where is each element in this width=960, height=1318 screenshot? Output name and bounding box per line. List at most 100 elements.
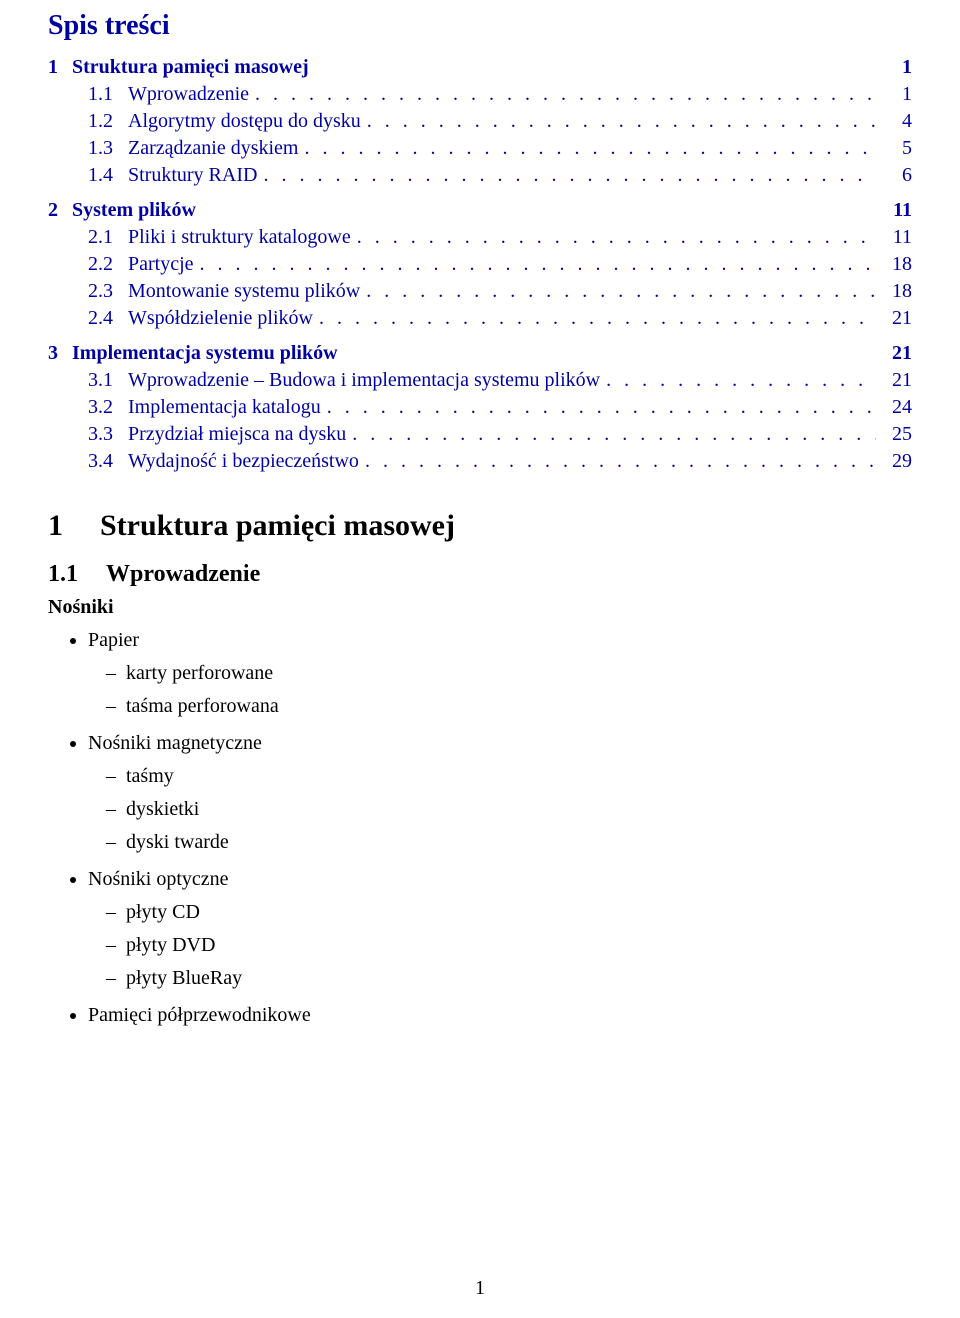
toc-leader-dots: . . . . . . . . . . . . . . . . . . . . … bbox=[200, 253, 876, 276]
toc-section-row[interactable]: 3Implementacja systemu plików21 bbox=[48, 342, 912, 365]
sub-list-item: taśmy bbox=[126, 765, 912, 788]
toc-subsection-label: Struktury RAID bbox=[128, 164, 257, 187]
toc-section-page: 1 bbox=[882, 56, 912, 79]
toc-leader-dots: . . . . . . . . . . . . . . . . . . . . … bbox=[352, 423, 876, 446]
toc-subsection-number: 1.3 bbox=[88, 137, 128, 160]
list-item: Papier karty perforowane taśma perforowana bbox=[88, 629, 912, 718]
toc-subsection-number: 2.2 bbox=[88, 253, 128, 276]
toc-leader-dots: . . . . . . . . . . . . . . . . . . . . … bbox=[319, 307, 876, 330]
sub-bullet-list: taśmy dyskietki dyski twarde bbox=[88, 765, 912, 854]
toc-subsection-page: 21 bbox=[882, 369, 912, 392]
toc-subsection-row[interactable]: 3.2Implementacja katalogu . . . . . . . … bbox=[48, 396, 912, 419]
bullet-list: Papier karty perforowane taśma perforowana… bbox=[48, 629, 912, 1027]
sub-list-item: płyty DVD bbox=[126, 934, 912, 957]
toc-section-number: 1 bbox=[48, 56, 72, 79]
toc-subsection-row[interactable]: 3.1Wprowadzenie – Budowa i implementacja… bbox=[48, 369, 912, 392]
list-item-label: Nośniki optyczne bbox=[88, 868, 229, 890]
list-item: Pamięci półprzewodnikowe bbox=[88, 1004, 912, 1027]
sub-bullet-list: płyty CD płyty DVD płyty BlueRay bbox=[88, 901, 912, 990]
subsection-heading-1-1: 1.1 Wprowadzenie bbox=[48, 561, 912, 588]
toc-subsection-number: 2.1 bbox=[88, 226, 128, 249]
toc-subsection-label: Wydajność i bezpieczeństwo bbox=[128, 450, 359, 473]
sub-list-item: dyski twarde bbox=[126, 831, 912, 854]
toc-subsection-number: 3.3 bbox=[88, 423, 128, 446]
toc-subsection-row[interactable]: 3.4Wydajność i bezpieczeństwo . . . . . … bbox=[48, 450, 912, 473]
subsection-number: 1.1 bbox=[48, 561, 106, 588]
toc-subsection-row[interactable]: 1.4Struktury RAID . . . . . . . . . . . … bbox=[48, 164, 912, 187]
toc-section-label: System plików bbox=[72, 199, 196, 222]
toc-subsection-page: 5 bbox=[882, 137, 912, 160]
section-number: 1 bbox=[48, 509, 100, 543]
toc-subsection-page: 18 bbox=[882, 280, 912, 303]
document-page: Spis treści 1Struktura pamięci masowej11… bbox=[0, 0, 960, 1318]
section-title: Struktura pamięci masowej bbox=[100, 509, 455, 543]
toc-subsection-number: 1.4 bbox=[88, 164, 128, 187]
toc-section-number: 2 bbox=[48, 199, 72, 222]
sub-list-item: dyskietki bbox=[126, 798, 912, 821]
sub-list-item: taśma perforowana bbox=[126, 695, 912, 718]
toc-subsection-page: 29 bbox=[882, 450, 912, 473]
toc-leader-dots: . . . . . . . . . . . . . . . . . . . . … bbox=[357, 226, 876, 249]
toc-subsection-label: Montowanie systemu plików bbox=[128, 280, 360, 303]
toc-subsection-number: 3.2 bbox=[88, 396, 128, 419]
toc-subsection-page: 11 bbox=[882, 226, 912, 249]
toc-leader-dots: . . . . . . . . . . . . . . . . . . . . … bbox=[365, 450, 876, 473]
toc-subsection-label: Implementacja katalogu bbox=[128, 396, 321, 419]
toc-subsection-page: 4 bbox=[882, 110, 912, 133]
toc-container: 1Struktura pamięci masowej11.1Wprowadzen… bbox=[48, 56, 912, 473]
paragraph-subheading: Nośniki bbox=[48, 596, 912, 619]
toc-subsection-number: 2.4 bbox=[88, 307, 128, 330]
toc-subsection-row[interactable]: 3.3Przydział miejsca na dysku . . . . . … bbox=[48, 423, 912, 446]
toc-subsection-row[interactable]: 1.2Algorytmy dostępu do dysku . . . . . … bbox=[48, 110, 912, 133]
toc-section-page: 11 bbox=[882, 199, 912, 222]
list-item-label: Papier bbox=[88, 629, 139, 651]
toc-subsection-number: 3.1 bbox=[88, 369, 128, 392]
toc-subsection-row[interactable]: 2.3Montowanie systemu plików . . . . . .… bbox=[48, 280, 912, 303]
toc-subsection-number: 3.4 bbox=[88, 450, 128, 473]
toc-section-row[interactable]: 1Struktura pamięci masowej1 bbox=[48, 56, 912, 79]
toc-title: Spis treści bbox=[48, 10, 912, 42]
page-number: 1 bbox=[0, 1277, 960, 1300]
toc-subsection-row[interactable]: 2.4Współdzielenie plików . . . . . . . .… bbox=[48, 307, 912, 330]
toc-leader-dots: . . . . . . . . . . . . . . . . . . . . … bbox=[263, 164, 876, 187]
toc-subsection-label: Wprowadzenie bbox=[128, 83, 249, 106]
toc-leader-dots: . . . . . . . . . . . . . . . . . . . . … bbox=[606, 369, 876, 392]
toc-leader-dots: . . . . . . . . . . . . . . . . . . . . … bbox=[304, 137, 876, 160]
toc-section-label: Implementacja systemu plików bbox=[72, 342, 338, 365]
toc-subsection-page: 6 bbox=[882, 164, 912, 187]
toc-subsection-row[interactable]: 2.2Partycje . . . . . . . . . . . . . . … bbox=[48, 253, 912, 276]
sub-bullet-list: karty perforowane taśma perforowana bbox=[88, 662, 912, 718]
toc-subsection-label: Pliki i struktury katalogowe bbox=[128, 226, 351, 249]
sub-list-item: płyty BlueRay bbox=[126, 967, 912, 990]
toc-leader-dots: . . . . . . . . . . . . . . . . . . . . … bbox=[327, 396, 876, 419]
subsection-title: Wprowadzenie bbox=[106, 561, 260, 588]
toc-subsection-number: 1.2 bbox=[88, 110, 128, 133]
list-item-label: Nośniki magnetyczne bbox=[88, 732, 262, 754]
toc-subsection-row[interactable]: 1.3Zarządzanie dyskiem . . . . . . . . .… bbox=[48, 137, 912, 160]
list-item: Nośniki magnetyczne taśmy dyskietki dyski t… bbox=[88, 732, 912, 854]
toc-leader-dots: . . . . . . . . . . . . . . . . . . . . … bbox=[367, 110, 876, 133]
toc-subsection-page: 25 bbox=[882, 423, 912, 446]
toc-subsection-page: 1 bbox=[882, 83, 912, 106]
toc-subsection-number: 1.1 bbox=[88, 83, 128, 106]
toc-subsection-label: Zarządzanie dyskiem bbox=[128, 137, 298, 160]
toc-subsection-label: Współdzielenie plików bbox=[128, 307, 313, 330]
toc-subsection-label: Przydział miejsca na dysku bbox=[128, 423, 346, 446]
sub-list-item: karty perforowane bbox=[126, 662, 912, 685]
toc-subsection-page: 18 bbox=[882, 253, 912, 276]
toc-section-row[interactable]: 2System plików 11 bbox=[48, 199, 912, 222]
toc-section-number: 3 bbox=[48, 342, 72, 365]
toc-subsection-row[interactable]: 2.1Pliki i struktury katalogowe . . . . … bbox=[48, 226, 912, 249]
toc-leader-dots: . . . . . . . . . . . . . . . . . . . . … bbox=[366, 280, 876, 303]
section-heading-1: 1 Struktura pamięci masowej bbox=[48, 509, 912, 543]
toc-subsection-number: 2.3 bbox=[88, 280, 128, 303]
toc-subsection-label: Partycje bbox=[128, 253, 194, 276]
toc-subsection-page: 21 bbox=[882, 307, 912, 330]
toc-subsection-row[interactable]: 1.1Wprowadzenie . . . . . . . . . . . . … bbox=[48, 83, 912, 106]
sub-list-item: płyty CD bbox=[126, 901, 912, 924]
list-item: Nośniki optyczne płyty CD płyty DVD płyty B… bbox=[88, 868, 912, 990]
toc-subsection-label: Algorytmy dostępu do dysku bbox=[128, 110, 361, 133]
list-item-label: Pamięci półprzewodnikowe bbox=[88, 1004, 311, 1026]
toc-section-label: Struktura pamięci masowej bbox=[72, 56, 309, 79]
toc-leader-dots: . . . . . . . . . . . . . . . . . . . . … bbox=[255, 83, 876, 106]
